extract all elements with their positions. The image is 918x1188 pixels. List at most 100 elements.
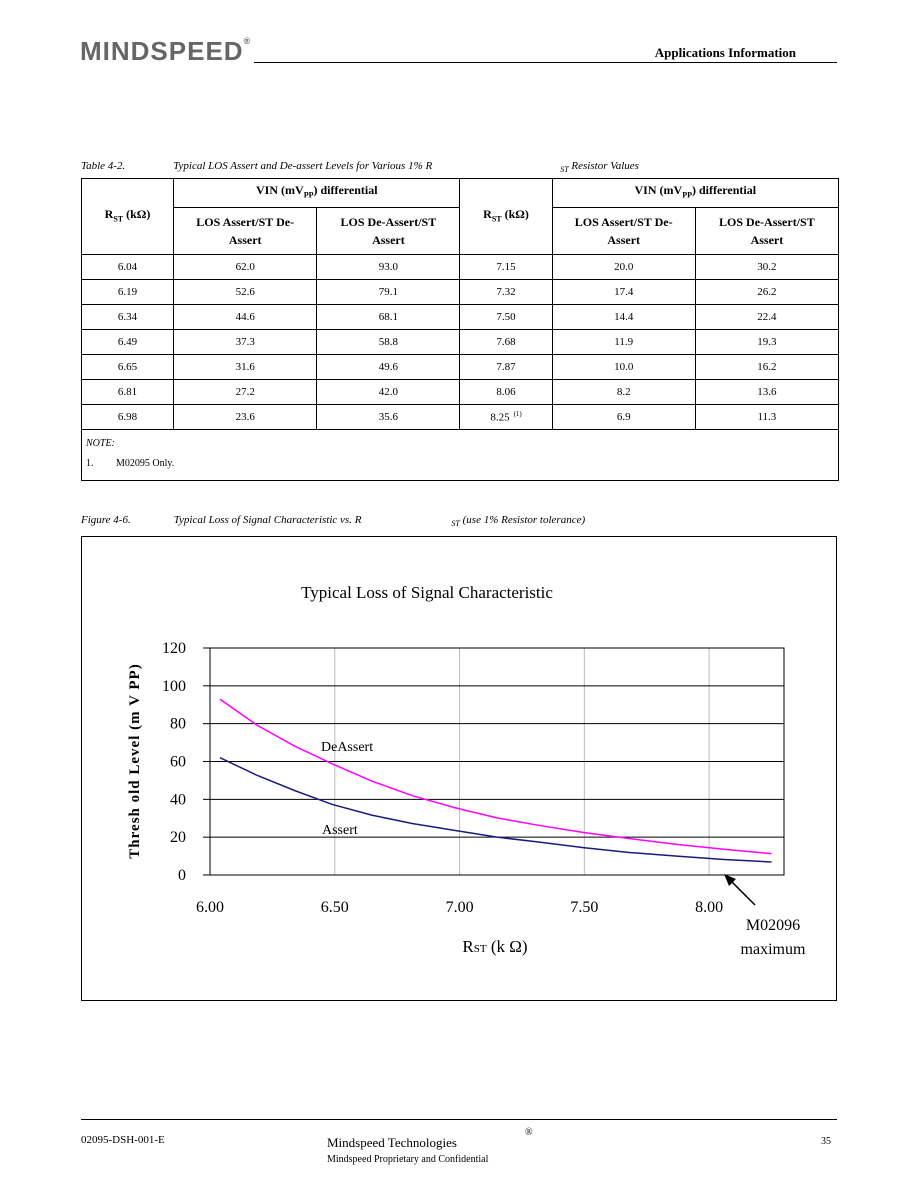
data-cell: 20.0 xyxy=(551,254,696,280)
cell-text: 6.19 xyxy=(117,286,138,298)
data-cell: 6.98 xyxy=(80,404,175,430)
logo-text: MINDSPEED xyxy=(80,36,244,66)
chart-title: Typical Loss of Signal Characteristic xyxy=(301,583,553,602)
cell-text: 7.50 xyxy=(496,311,516,323)
y-tick-label: 0 xyxy=(178,867,186,884)
data-cell: 26.2 xyxy=(694,279,840,305)
data-cell: 42.0 xyxy=(316,379,461,405)
cell-text: 11.9 xyxy=(614,336,634,348)
rst-text: R xyxy=(483,206,492,221)
vin-end: ) differential xyxy=(313,183,378,198)
data-row: 6.98 23.6 35.6 8.25 (1) 6.9 11.3 xyxy=(80,404,840,430)
cell-text: 16.2 xyxy=(757,361,777,373)
rst-unit: (kΩ) xyxy=(126,206,151,221)
cell-text: 6.98 xyxy=(117,411,138,423)
y-tick-label: 80 xyxy=(170,716,186,733)
page-number: 35 xyxy=(821,1136,831,1147)
company-mark: ® xyxy=(525,1127,533,1138)
header-cell: LOS De-Assert/ST Assert xyxy=(694,207,840,255)
data-cell: 6.49 xyxy=(80,329,175,355)
vin-text: VIN (mV xyxy=(256,183,304,198)
cell-text: 17.4 xyxy=(614,286,634,298)
footnote-mark: (1) xyxy=(513,410,522,419)
header-cell: LOS Assert/ST De-Assert xyxy=(551,207,696,255)
data-cell: 11.9 xyxy=(551,329,696,355)
x-tick-label: 6.00 xyxy=(196,899,224,916)
footer-rule xyxy=(81,1119,837,1120)
vin-sub: PP xyxy=(682,190,692,200)
plot-frame xyxy=(209,647,785,876)
cell-text: 44.6 xyxy=(235,311,255,323)
x-label-end: (k Ω) xyxy=(491,937,528,956)
figure-caption: Figure 4-6. Typical Loss of Signal Charac… xyxy=(81,514,585,528)
cell-text: 7.87 xyxy=(496,361,516,373)
vin-text: VIN (mV xyxy=(634,183,683,198)
note-label: NOTE: xyxy=(86,438,115,449)
data-cell: 7.32 xyxy=(459,279,553,305)
cell-text: 14.4 xyxy=(614,311,634,323)
data-cell: 6.65 xyxy=(80,354,175,380)
caption-sub: ST xyxy=(451,519,460,529)
cell-text: 26.2 xyxy=(757,286,777,298)
annotation: M02096 xyxy=(746,917,800,934)
data-cell: 58.8 xyxy=(316,329,461,355)
data-cell: 7.50 xyxy=(459,304,553,330)
cell-text: 52.6 xyxy=(235,286,255,298)
vin-end: ) differential xyxy=(691,183,757,198)
vin-sub: PP xyxy=(303,190,314,200)
doc-id: 02095-DSH-001-E xyxy=(81,1134,165,1146)
cell-text: 49.6 xyxy=(378,361,399,373)
confidential: Mindspeed Proprietary and Confidential xyxy=(327,1154,489,1165)
x-tick-label: 8.00 xyxy=(695,899,723,916)
data-cell: 7.87 xyxy=(459,354,553,380)
data-row: 6.49 37.3 58.8 7.68 11.9 19.3 xyxy=(80,329,840,355)
data-cell: 10.0 xyxy=(551,354,696,380)
caption-number: Table 4-2. xyxy=(81,160,126,172)
cell-text: 42.0 xyxy=(378,386,399,398)
cell-text: 27.2 xyxy=(235,386,255,398)
y-tick-label: 100 xyxy=(162,678,186,695)
x-tick-label: 7.50 xyxy=(570,899,598,916)
cell-text: 35.6 xyxy=(378,411,399,423)
data-cell: 6.04 xyxy=(80,254,175,280)
cell-text: 13.6 xyxy=(757,386,777,398)
note-row: NOTE: 1. M02095 Only. xyxy=(81,429,839,481)
cell-text: 8.25 xyxy=(490,411,510,424)
header-cell: VIN (mVPP) differential xyxy=(551,178,840,208)
x-label-sub: ST xyxy=(474,943,487,955)
cell-text: 31.6 xyxy=(235,361,255,373)
y-tick-label: 40 xyxy=(170,791,186,808)
series-label: DeAssert xyxy=(321,740,373,755)
cell-text: 30.2 xyxy=(757,261,777,273)
cell-text: 19.3 xyxy=(757,336,777,348)
x-tick-label: 6.50 xyxy=(321,899,349,916)
cell-text: 37.3 xyxy=(235,336,255,348)
series-line xyxy=(219,757,772,863)
caption-end: (use 1% Resistor tolerance) xyxy=(462,514,586,526)
data-row: 6.19 52.6 79.1 7.32 17.4 26.2 xyxy=(80,279,840,305)
series-line xyxy=(219,698,772,855)
cell-text: 68.1 xyxy=(378,311,399,323)
data-cell: 23.6 xyxy=(173,404,318,430)
data-row: 6.65 31.6 49.6 7.87 10.0 16.2 xyxy=(80,354,840,380)
header-cell: LOS De-Assert/ST Assert xyxy=(316,207,461,255)
note-cell: NOTE: 1. M02095 Only. xyxy=(81,429,839,481)
data-cell: 6.34 xyxy=(80,304,175,330)
header-row: RST (kΩ) VIN (mVPP) differential RST (kΩ) V… xyxy=(80,178,840,255)
cell-text: 93.0 xyxy=(378,261,399,273)
header-cell: RST (kΩ) xyxy=(80,178,175,255)
cell-text: 11.3 xyxy=(757,411,777,423)
chart-frame xyxy=(81,536,837,1001)
data-cell: 27.2 xyxy=(173,379,318,405)
section-title: Applications Information xyxy=(654,45,796,60)
data-row: 6.34 44.6 68.1 7.50 14.4 22.4 xyxy=(80,304,840,330)
data-cell: 6.81 xyxy=(80,379,175,405)
y-tick-label: 20 xyxy=(170,829,186,846)
caption-title: Typical LOS Assert and De-assert Levels … xyxy=(173,160,433,172)
cell-text: 6.04 xyxy=(117,261,138,273)
data-cell: 52.6 xyxy=(173,279,318,305)
y-axis-label: Thresh old Level (m V PP) xyxy=(127,663,143,858)
rst-sub: ST xyxy=(113,214,124,224)
arrow-head xyxy=(724,874,736,886)
data-cell: 11.3 xyxy=(694,404,840,430)
